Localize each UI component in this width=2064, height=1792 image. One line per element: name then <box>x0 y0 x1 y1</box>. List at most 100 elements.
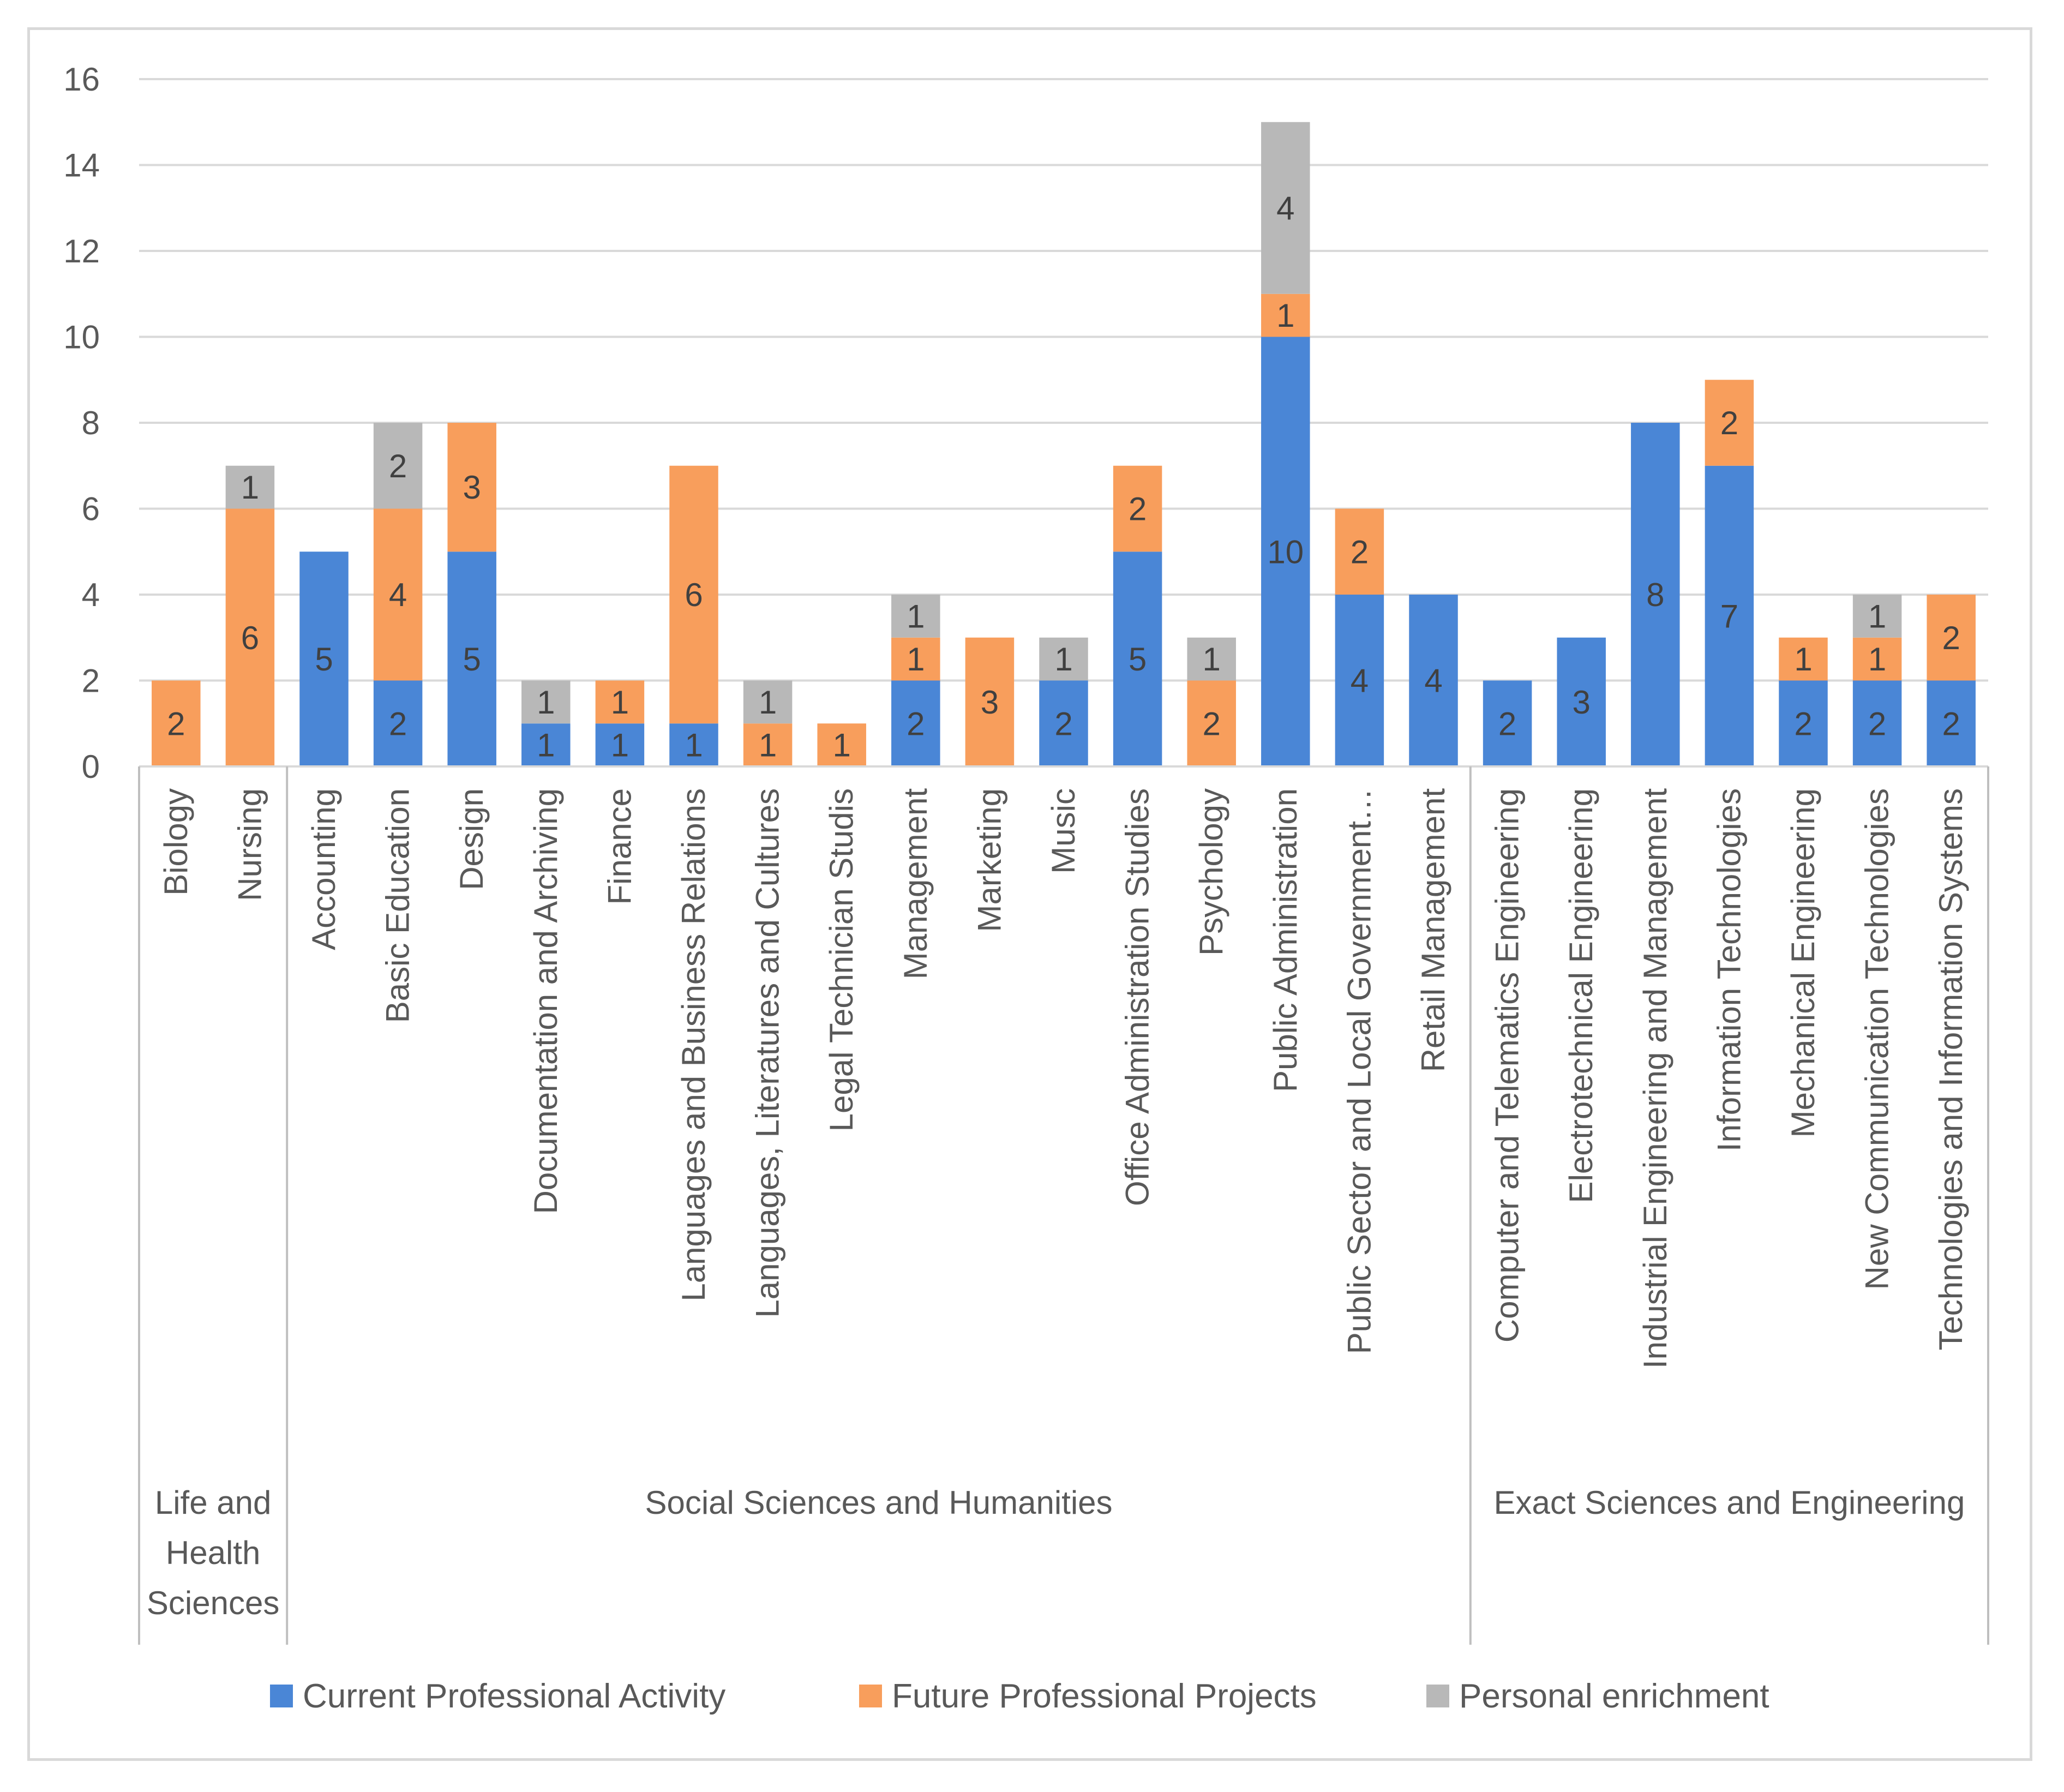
bar-segment <box>965 637 1015 766</box>
category-label: Nursing <box>231 788 268 901</box>
y-tick-label: 4 <box>82 577 100 613</box>
bar-segment <box>1705 380 1754 466</box>
y-tick-label: 2 <box>82 663 100 699</box>
y-tick-label: 14 <box>63 147 100 184</box>
data-label: 4 <box>1276 190 1294 226</box>
legend-label: Personal enrichment <box>1459 1677 1769 1715</box>
bar-segment <box>891 637 940 681</box>
data-label: 2 <box>389 448 407 484</box>
data-label: 10 <box>1267 534 1304 570</box>
bar-segment <box>595 680 645 724</box>
category-label: Music <box>1045 788 1082 874</box>
y-tick-label: 6 <box>82 491 100 528</box>
bar-segment <box>891 680 940 766</box>
y-tick-label: 0 <box>82 748 100 785</box>
category-label: Retail Management <box>1415 788 1451 1072</box>
group-label: Health <box>166 1535 260 1571</box>
data-label: 1 <box>1276 297 1294 334</box>
bar-segment <box>1557 637 1606 766</box>
data-label: 5 <box>1129 641 1147 678</box>
y-tick-label: 8 <box>82 405 100 441</box>
bar-segment <box>1409 595 1458 766</box>
data-label: 1 <box>537 684 555 721</box>
data-label: 5 <box>463 641 481 678</box>
data-label: 1 <box>759 684 777 721</box>
data-label: 7 <box>1720 598 1738 634</box>
bar-segment <box>447 552 496 766</box>
bar-segment <box>1113 465 1162 552</box>
data-label: 1 <box>611 727 629 764</box>
data-label: 1 <box>833 727 851 764</box>
category-label: Biology <box>158 788 194 896</box>
category-label: Industrial Engineering and Management <box>1637 788 1673 1369</box>
category-label: Psychology <box>1193 788 1229 956</box>
bar-segment <box>1187 680 1236 766</box>
data-label: 2 <box>1203 705 1221 742</box>
bar-segment <box>743 680 793 724</box>
data-label: 2 <box>907 705 925 742</box>
category-label: Documentation and Archiving <box>527 788 564 1214</box>
group-label: Sciences <box>147 1585 279 1621</box>
data-label: 2 <box>167 705 185 742</box>
legend-label: Current Professional Activity <box>303 1677 725 1715</box>
category-label: Computer and Telematics Engineering <box>1489 788 1526 1342</box>
category-label: Finance <box>601 788 638 904</box>
data-label: 1 <box>241 469 259 506</box>
bar-segment <box>1631 423 1680 766</box>
bar-segment <box>447 423 496 552</box>
bar-segment <box>1039 680 1088 766</box>
category-label: Public Administration <box>1267 788 1304 1092</box>
category-label: Marketing <box>971 788 1007 932</box>
category-label: New Communication Technologies <box>1859 788 1895 1290</box>
data-label: 1 <box>907 598 925 634</box>
bar-segment <box>1852 637 1902 681</box>
bar-segment <box>225 508 275 766</box>
group-label: Exact Sciences and Engineering <box>1493 1484 1965 1521</box>
bar-segment <box>373 680 423 766</box>
bar-segment <box>669 723 718 766</box>
legend-label: Future Professional Projects <box>892 1677 1317 1715</box>
bar-segment <box>1039 637 1088 681</box>
data-label: 2 <box>1720 405 1738 441</box>
data-label: 1 <box>1794 641 1812 678</box>
data-label: 1 <box>1203 641 1221 678</box>
category-label: Technologies and Information Systems <box>1933 788 1969 1351</box>
category-label: Basic Education <box>380 788 416 1023</box>
bar-segment <box>891 595 940 638</box>
y-tick-label: 12 <box>63 233 100 269</box>
data-label: 3 <box>1573 684 1591 721</box>
legend-swatch <box>270 1685 293 1707</box>
data-label: 1 <box>611 684 629 721</box>
data-label: 2 <box>389 705 407 742</box>
category-label: Legal Technician Studis <box>823 788 860 1131</box>
data-label: 1 <box>759 727 777 764</box>
bar-segment <box>669 465 718 724</box>
bar-segment <box>1187 637 1236 681</box>
bar-segment <box>1779 680 1828 766</box>
category-label: Accounting <box>305 788 342 950</box>
category-label: Public Sector and Local Government… <box>1341 788 1377 1354</box>
bar-segment <box>152 680 201 766</box>
category-label: Design <box>453 788 490 890</box>
y-tick-label: 10 <box>63 319 100 356</box>
data-label: 2 <box>1054 705 1072 742</box>
data-label: 1 <box>1868 641 1886 678</box>
data-label: 6 <box>685 577 703 613</box>
data-label: 2 <box>1942 620 1960 656</box>
y-tick-label: 16 <box>63 61 100 98</box>
legend-swatch <box>1426 1685 1449 1707</box>
data-label: 4 <box>389 577 407 613</box>
data-label: 3 <box>463 469 481 506</box>
category-label: Management <box>897 788 934 980</box>
category-label: Languages and Business Relations <box>675 788 712 1302</box>
data-label: 2 <box>1942 705 1960 742</box>
data-label: 6 <box>241 620 259 656</box>
category-label: Mechanical Engineering <box>1785 788 1821 1137</box>
data-label: 2 <box>1868 705 1886 742</box>
category-label: Languages, Literatures and Cultures <box>749 788 786 1318</box>
category-label: Electrotechnical Engineering <box>1563 788 1599 1203</box>
legend-swatch <box>859 1685 882 1707</box>
